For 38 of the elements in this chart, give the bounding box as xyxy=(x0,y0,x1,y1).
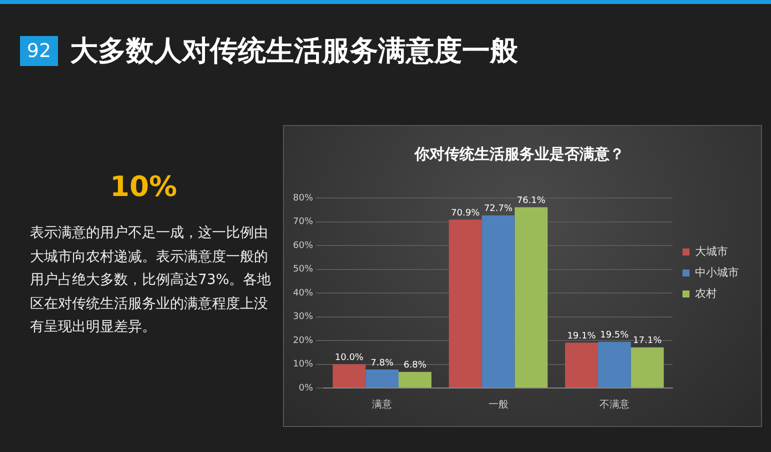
y-tick-label: 70% xyxy=(292,217,314,228)
x-tick-label: 一般 xyxy=(488,400,508,411)
bar xyxy=(448,220,482,388)
legend-label: 农村 xyxy=(695,286,717,300)
legend-label: 中小城市 xyxy=(695,266,739,279)
data-label: 19.5% xyxy=(600,330,630,341)
x-tick-label: 满意 xyxy=(372,398,392,411)
y-tick-label: 0% xyxy=(298,383,314,394)
data-label: 17.1% xyxy=(633,336,662,346)
text: 表示满意的用户不足一成，这一比例由大城市向农村递减。表示满意度一般的用户占绝大多数，比例高达73%。各地区在对传统生活服务业的满意程度上没有呈现出明显差异。 xyxy=(30,224,272,337)
bar xyxy=(398,372,432,388)
bar xyxy=(514,207,548,388)
y-tick-label: 40% xyxy=(292,288,314,298)
data-label: 7.8% xyxy=(370,358,394,368)
bar xyxy=(598,342,631,388)
y-tick-label: 20% xyxy=(292,336,314,346)
y-tick-label: 60% xyxy=(292,240,314,251)
y-tick-label: 10% xyxy=(292,360,314,370)
data-label: 70.9% xyxy=(451,208,480,218)
data-label: 10.0% xyxy=(334,353,364,364)
data-label: 72.7% xyxy=(484,204,513,214)
text: 10% xyxy=(110,170,178,203)
text: 92 xyxy=(20,36,58,66)
bar xyxy=(332,364,366,388)
legend-label: 大城市 xyxy=(695,244,728,258)
bar xyxy=(482,215,515,388)
x-tick-label: 不满意 xyxy=(599,398,630,411)
chart-title: 你对传统生活服务业是否满意？ xyxy=(414,144,624,163)
data-label: 6.8% xyxy=(404,360,427,371)
text: 大多数人对传统生活服务满意度一般 xyxy=(70,33,518,69)
data-label: 76.1% xyxy=(516,196,546,206)
y-tick-label: 30% xyxy=(292,312,314,322)
y-tick-label: 50% xyxy=(292,264,314,275)
bar xyxy=(630,347,664,388)
bar xyxy=(565,342,598,388)
y-tick-label: 80% xyxy=(292,193,314,204)
data-label: 19.1% xyxy=(567,331,596,342)
bar xyxy=(366,369,399,388)
